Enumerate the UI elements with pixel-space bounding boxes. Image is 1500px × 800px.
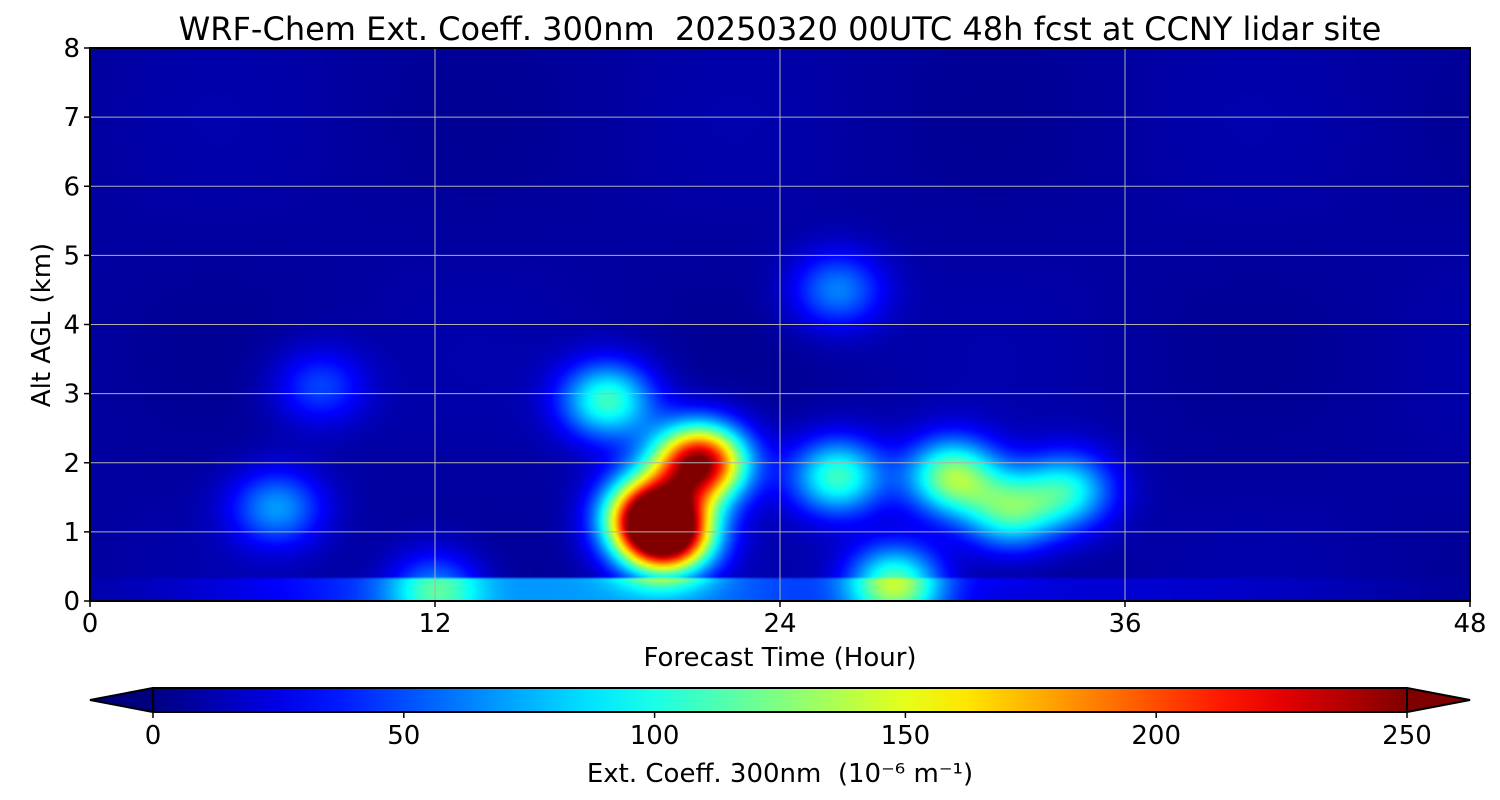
x-tick-label: 0 (82, 609, 99, 639)
colorbar-ticks: 0 50 100 150 200 250 (145, 712, 1432, 751)
colorbar-tick-label: 250 (1382, 721, 1432, 751)
colorbar-tick-label: 150 (881, 721, 931, 751)
x-tick-label: 48 (1453, 609, 1486, 639)
plot-area (89, 47, 1471, 602)
x-tick-label: 24 (763, 609, 796, 639)
colorbar-tick-label: 200 (1131, 721, 1181, 751)
y-tick-label: 8 (63, 34, 80, 64)
colorbar-tick-label: 0 (145, 721, 162, 751)
x-axis-ticks: 0 12 24 36 48 (82, 601, 1487, 639)
y-axis-label: Alt AGL (km) (27, 243, 57, 407)
colorbar-extend-low (89, 686, 154, 714)
y-tick-label: 6 (63, 172, 80, 202)
x-tick-label: 36 (1108, 609, 1141, 639)
y-tick-label: 3 (63, 380, 80, 410)
grid-lines (90, 48, 1470, 601)
colorbar-label: Ext. Coeff. 300nm (10⁻⁶ m⁻¹) (587, 759, 973, 789)
colorbar-frame (152, 687, 1408, 713)
chart-title: WRF-Chem Ext. Coeff. 300nm 20250320 00UT… (179, 10, 1382, 48)
colorbar: 0 50 100 150 200 250 Ext. Coeff. 300nm (10⁻⁶ … (89, 686, 1471, 789)
y-tick-label: 5 (63, 241, 80, 271)
x-tick-label: 12 (418, 609, 451, 639)
y-tick-label: 0 (63, 587, 80, 617)
y-tick-label: 7 (63, 103, 80, 133)
y-tick-label: 1 (63, 518, 80, 548)
colorbar-tick-label: 100 (630, 721, 680, 751)
y-axis-ticks: 0 1 2 3 4 5 6 7 8 (63, 34, 90, 617)
x-axis-label: Forecast Time (Hour) (643, 643, 916, 673)
colorbar-extend-high (1406, 686, 1471, 714)
y-tick-label: 2 (63, 449, 80, 479)
colorbar-tick-label: 50 (387, 721, 420, 751)
y-tick-label: 4 (63, 311, 80, 341)
colorbar-gradient (153, 688, 1407, 712)
